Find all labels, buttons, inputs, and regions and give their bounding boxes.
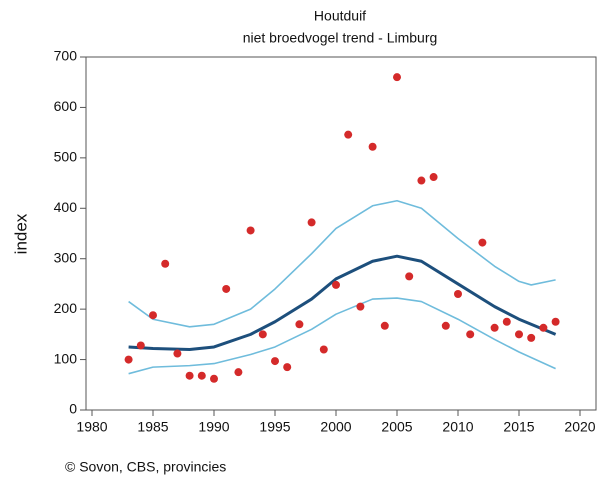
data-point bbox=[173, 349, 182, 358]
data-point bbox=[295, 320, 304, 329]
data-point bbox=[149, 311, 157, 320]
chart-title: Houtduif bbox=[314, 8, 366, 24]
y-tick-label: 300 bbox=[54, 249, 78, 265]
data-point bbox=[271, 357, 279, 366]
data-point bbox=[478, 238, 487, 247]
data-point bbox=[515, 330, 523, 339]
y-axis-label: index bbox=[11, 213, 30, 254]
x-tick-label: 1985 bbox=[137, 419, 168, 435]
data-point bbox=[356, 302, 365, 311]
data-point bbox=[197, 371, 206, 380]
data-point bbox=[161, 259, 170, 268]
data-point bbox=[344, 130, 353, 139]
x-tick-label: 2020 bbox=[564, 419, 595, 435]
data-point bbox=[454, 290, 462, 299]
data-point bbox=[551, 317, 560, 326]
data-point bbox=[283, 363, 292, 372]
x-tick-label: 1995 bbox=[259, 419, 290, 435]
x-tick-label: 1980 bbox=[76, 419, 107, 435]
y-tick-label: 0 bbox=[69, 401, 77, 417]
data-point bbox=[539, 323, 548, 332]
x-tick-label: 2005 bbox=[381, 419, 412, 435]
y-tick-label: 600 bbox=[54, 98, 78, 114]
data-point bbox=[393, 73, 401, 82]
chart-subtitle: niet broedvogel trend - Limburg bbox=[243, 30, 438, 46]
data-point bbox=[136, 341, 145, 350]
data-point bbox=[380, 321, 389, 330]
data-point bbox=[307, 218, 316, 227]
y-tick-label: 400 bbox=[54, 199, 78, 215]
trend-line bbox=[128, 297, 556, 375]
data-point bbox=[527, 333, 536, 342]
data-point bbox=[441, 321, 450, 330]
data-point bbox=[319, 345, 328, 354]
x-tick-label: 1990 bbox=[198, 419, 229, 435]
x-tick-label: 2015 bbox=[503, 419, 534, 435]
data-point bbox=[405, 272, 414, 281]
data-point bbox=[502, 317, 511, 326]
data-point bbox=[417, 176, 426, 185]
data-point bbox=[368, 142, 377, 151]
trend-line bbox=[128, 199, 556, 328]
plot-frame bbox=[85, 56, 597, 411]
x-tick-label: 2010 bbox=[442, 419, 473, 435]
data-point bbox=[246, 226, 255, 235]
x-tick-label: 2000 bbox=[320, 419, 351, 435]
data-point bbox=[234, 368, 243, 377]
data-point bbox=[466, 330, 475, 339]
data-point bbox=[124, 355, 133, 364]
data-point bbox=[258, 330, 267, 339]
data-point bbox=[222, 284, 231, 293]
y-tick-label: 500 bbox=[54, 149, 78, 165]
y-tick-label: 700 bbox=[54, 48, 78, 64]
trend-line bbox=[128, 254, 557, 351]
data-point bbox=[185, 371, 194, 380]
data-point bbox=[429, 173, 438, 182]
data-point bbox=[332, 280, 340, 289]
y-tick-label: 100 bbox=[54, 350, 78, 366]
data-point bbox=[210, 374, 218, 383]
y-tick-label: 200 bbox=[54, 300, 78, 316]
data-point bbox=[490, 323, 499, 332]
footer: © Sovon, CBS, provincies bbox=[65, 459, 226, 475]
